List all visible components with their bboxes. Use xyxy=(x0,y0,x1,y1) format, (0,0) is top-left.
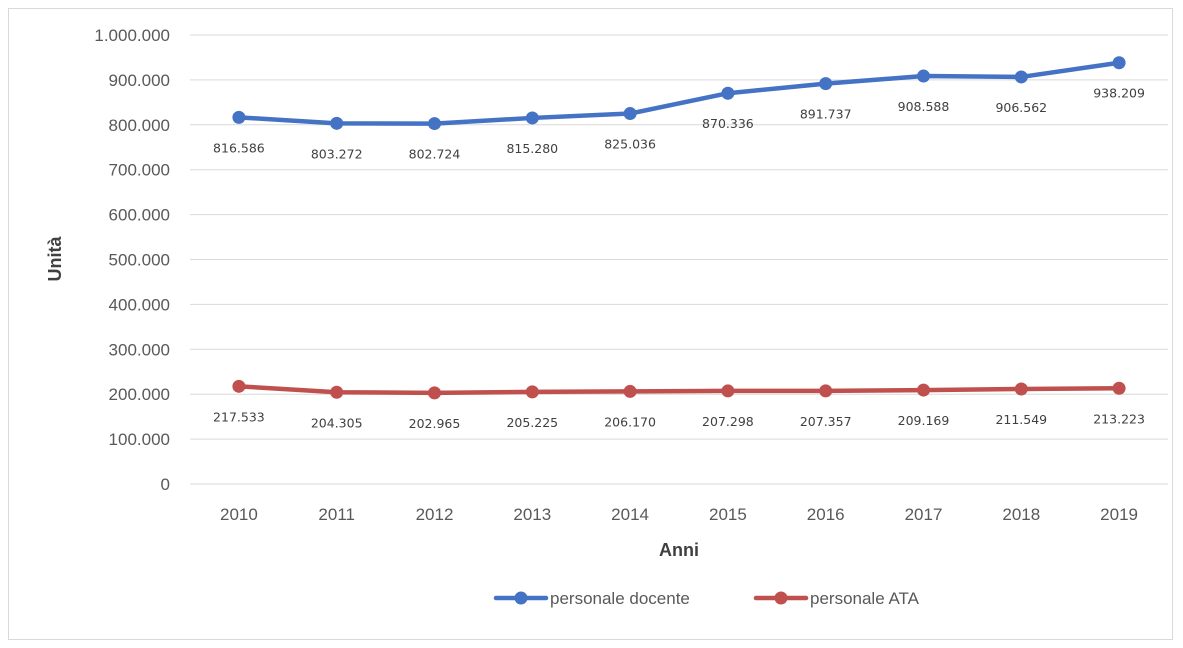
x-tick-label: 2014 xyxy=(611,505,649,524)
y-tick-label: 800.000 xyxy=(109,116,170,135)
data-label: 908.588 xyxy=(898,99,950,114)
data-point xyxy=(623,384,637,398)
data-label: 802.724 xyxy=(409,147,461,162)
data-point xyxy=(232,110,246,124)
legend-marker xyxy=(774,591,788,605)
data-label: 803.272 xyxy=(311,146,363,161)
data-point xyxy=(232,379,246,393)
y-axis-title: Unità xyxy=(45,236,65,282)
data-point xyxy=(917,383,930,397)
data-label: 906.562 xyxy=(995,100,1047,115)
legend-label: personale docente xyxy=(550,589,690,608)
y-axis-tick-labels: 0 100.000 200.000 300.000 400.000 500.000 600.… xyxy=(94,26,170,494)
data-point xyxy=(1014,382,1028,396)
x-tick-label: 2016 xyxy=(807,505,845,524)
data-label: 217.533 xyxy=(213,409,265,424)
data-label: 825.036 xyxy=(604,137,656,152)
y-tick-label: 400.000 xyxy=(109,295,170,314)
series-line xyxy=(236,384,1122,396)
data-label: 202.965 xyxy=(409,416,461,431)
legend: personale docente personale ATA xyxy=(493,589,920,608)
x-tick-label: 2018 xyxy=(1002,505,1040,524)
data-label: 205.225 xyxy=(506,415,558,430)
y-tick-label: 0 xyxy=(161,475,170,494)
x-tick-label: 2019 xyxy=(1100,505,1138,524)
data-point xyxy=(721,384,735,398)
data-point xyxy=(917,69,930,83)
data-label: 207.357 xyxy=(800,414,852,429)
legend-label: personale ATA xyxy=(810,589,920,608)
x-axis-title: Anni xyxy=(659,540,699,560)
x-axis-tick-labels: 2010 2011 2012 2013 2014 2015 2016 2017 2018 2019 xyxy=(220,505,1138,524)
x-tick-label: 2017 xyxy=(905,505,943,524)
legend-marker xyxy=(514,591,528,605)
y-tick-label: 600.000 xyxy=(109,206,170,225)
x-tick-label: 2012 xyxy=(416,505,454,524)
series-layer xyxy=(232,56,1126,400)
y-tick-label: 200.000 xyxy=(109,385,170,404)
data-label: 938.209 xyxy=(1093,86,1145,101)
series-line xyxy=(236,60,1122,126)
data-label: 204.305 xyxy=(311,415,363,430)
x-tick-label: 2013 xyxy=(513,505,551,524)
data-point xyxy=(525,111,539,125)
x-tick-label: 2015 xyxy=(709,505,747,524)
y-tick-label: 700.000 xyxy=(109,161,170,180)
data-point xyxy=(330,116,344,130)
y-tick-label: 500.000 xyxy=(109,251,170,270)
data-label: 213.223 xyxy=(1093,411,1145,426)
y-tick-label: 300.000 xyxy=(109,340,170,359)
data-label: 209.169 xyxy=(898,413,950,428)
data-point xyxy=(330,385,344,399)
data-label: 870.336 xyxy=(702,116,754,131)
data-point xyxy=(819,77,833,91)
data-label: 207.298 xyxy=(702,414,754,429)
data-point xyxy=(819,384,833,398)
data-label: 206.170 xyxy=(604,414,656,429)
data-point xyxy=(721,86,735,100)
data-point xyxy=(428,386,441,400)
data-point xyxy=(623,107,637,121)
data-point xyxy=(1112,381,1126,395)
data-point xyxy=(1014,70,1028,84)
data-point xyxy=(428,117,441,131)
data-label: 891.737 xyxy=(800,107,852,122)
data-label: 815.280 xyxy=(506,141,558,156)
data-label: 211.549 xyxy=(995,412,1047,427)
x-tick-label: 2011 xyxy=(318,505,355,524)
y-tick-label: 1.000.000 xyxy=(94,26,170,45)
data-point xyxy=(1112,56,1126,70)
data-point xyxy=(525,385,539,399)
x-tick-label: 2010 xyxy=(220,505,258,524)
y-tick-label: 100.000 xyxy=(109,430,170,449)
data-labels: 816.586 803.272 802.724 815.280 825.036 870.3… xyxy=(213,86,1145,431)
data-label: 816.586 xyxy=(213,140,265,155)
y-tick-label: 900.000 xyxy=(109,71,170,90)
